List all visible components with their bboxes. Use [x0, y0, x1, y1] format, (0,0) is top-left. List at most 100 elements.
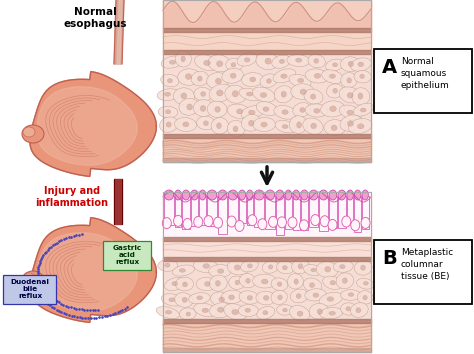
Ellipse shape: [229, 276, 245, 289]
Ellipse shape: [202, 308, 209, 313]
Ellipse shape: [281, 74, 287, 79]
Ellipse shape: [256, 291, 276, 305]
Ellipse shape: [164, 190, 173, 200]
Ellipse shape: [348, 119, 372, 133]
Ellipse shape: [253, 274, 277, 288]
Ellipse shape: [182, 297, 187, 302]
Ellipse shape: [203, 264, 210, 268]
Ellipse shape: [328, 219, 337, 230]
Ellipse shape: [274, 105, 296, 119]
Ellipse shape: [217, 123, 221, 129]
Ellipse shape: [164, 278, 185, 291]
Ellipse shape: [282, 125, 288, 129]
Ellipse shape: [347, 110, 354, 115]
Polygon shape: [30, 218, 156, 322]
Ellipse shape: [199, 190, 206, 200]
Ellipse shape: [228, 295, 235, 299]
Ellipse shape: [194, 216, 203, 227]
Ellipse shape: [289, 74, 311, 88]
Text: Normal
squamous
epithelium: Normal squamous epithelium: [401, 57, 450, 90]
Ellipse shape: [356, 279, 374, 289]
Ellipse shape: [238, 304, 258, 316]
Ellipse shape: [246, 190, 253, 200]
Ellipse shape: [363, 295, 367, 300]
Ellipse shape: [350, 58, 371, 71]
Ellipse shape: [182, 190, 190, 200]
Ellipse shape: [164, 92, 171, 96]
Ellipse shape: [231, 63, 236, 67]
Polygon shape: [319, 196, 328, 231]
Ellipse shape: [172, 281, 178, 286]
Ellipse shape: [175, 190, 181, 200]
Ellipse shape: [319, 292, 343, 306]
Ellipse shape: [173, 88, 194, 105]
Ellipse shape: [257, 307, 275, 319]
Ellipse shape: [329, 311, 336, 315]
Ellipse shape: [210, 303, 233, 318]
Ellipse shape: [329, 74, 336, 79]
Ellipse shape: [200, 105, 206, 112]
Ellipse shape: [239, 291, 259, 304]
Ellipse shape: [197, 296, 203, 300]
Ellipse shape: [204, 60, 210, 65]
Ellipse shape: [207, 101, 227, 117]
Ellipse shape: [210, 275, 227, 291]
Ellipse shape: [348, 61, 354, 67]
Ellipse shape: [158, 106, 178, 118]
Ellipse shape: [347, 121, 354, 126]
Ellipse shape: [288, 217, 297, 228]
Ellipse shape: [276, 261, 294, 274]
Ellipse shape: [320, 216, 329, 227]
Ellipse shape: [327, 84, 343, 98]
Ellipse shape: [326, 59, 344, 71]
Ellipse shape: [323, 276, 342, 290]
Ellipse shape: [196, 277, 217, 291]
Ellipse shape: [311, 123, 317, 129]
Ellipse shape: [361, 265, 365, 270]
Ellipse shape: [364, 281, 368, 285]
Polygon shape: [37, 87, 137, 165]
Ellipse shape: [360, 108, 366, 112]
Ellipse shape: [331, 125, 337, 131]
Ellipse shape: [227, 104, 250, 119]
Ellipse shape: [185, 74, 191, 80]
Ellipse shape: [253, 118, 275, 132]
Ellipse shape: [293, 103, 311, 117]
Ellipse shape: [347, 190, 353, 200]
Ellipse shape: [342, 216, 351, 227]
Polygon shape: [117, 0, 122, 64]
Ellipse shape: [266, 79, 272, 84]
Ellipse shape: [339, 105, 362, 120]
Ellipse shape: [296, 293, 301, 298]
Ellipse shape: [358, 62, 364, 67]
Ellipse shape: [357, 124, 364, 129]
Polygon shape: [175, 196, 182, 227]
Ellipse shape: [358, 93, 363, 99]
Polygon shape: [354, 196, 361, 232]
Ellipse shape: [241, 114, 261, 131]
Polygon shape: [218, 196, 227, 234]
Ellipse shape: [157, 89, 180, 101]
Ellipse shape: [235, 221, 244, 232]
Ellipse shape: [317, 309, 323, 314]
Ellipse shape: [183, 218, 192, 229]
Ellipse shape: [218, 307, 224, 312]
Ellipse shape: [265, 190, 274, 200]
FancyBboxPatch shape: [103, 240, 152, 269]
Polygon shape: [182, 196, 190, 229]
Ellipse shape: [197, 76, 202, 81]
Text: Gastric
acid
reflux: Gastric acid reflux: [113, 245, 142, 265]
Text: B: B: [382, 249, 397, 268]
Ellipse shape: [215, 107, 220, 112]
Ellipse shape: [303, 118, 323, 134]
Ellipse shape: [263, 107, 269, 112]
Ellipse shape: [222, 68, 243, 83]
Ellipse shape: [169, 298, 175, 302]
Ellipse shape: [303, 264, 322, 276]
Ellipse shape: [340, 290, 361, 300]
Ellipse shape: [179, 269, 185, 272]
Polygon shape: [114, 179, 122, 224]
Ellipse shape: [214, 217, 222, 228]
Ellipse shape: [300, 108, 305, 113]
Ellipse shape: [310, 94, 316, 99]
